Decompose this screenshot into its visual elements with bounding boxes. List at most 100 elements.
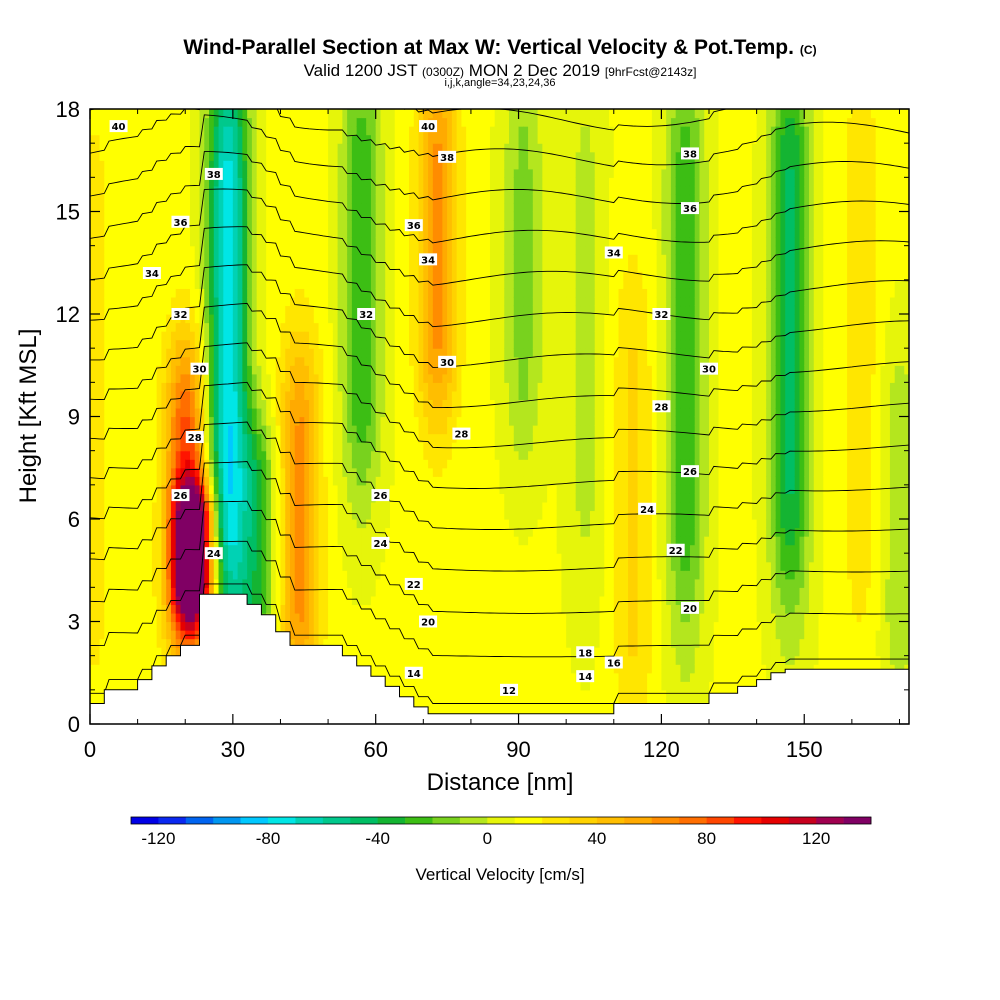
field-cell (123, 630, 129, 640)
field-cell (194, 117, 201, 127)
field-cell (156, 450, 163, 460)
field-cell (389, 271, 396, 281)
field-cell (189, 160, 196, 170)
field-cell (209, 279, 215, 289)
field-cell (156, 587, 163, 597)
field-cell (356, 399, 363, 409)
field-cell (366, 194, 372, 204)
field-cell (385, 553, 391, 563)
field-cell (194, 134, 201, 144)
field-cell (323, 399, 329, 409)
field-cell (242, 416, 248, 426)
field-cell (323, 254, 329, 264)
field-cell (299, 442, 305, 452)
field-cell (156, 390, 163, 401)
field-cell (232, 527, 239, 537)
field-cell (313, 630, 320, 640)
field-cell (304, 382, 310, 392)
field-cell (389, 681, 396, 691)
field-cell (337, 604, 343, 614)
field-cell (266, 416, 272, 426)
field-cell (380, 134, 386, 144)
field-cell (142, 220, 148, 230)
field-cell (151, 348, 158, 358)
field-cell (294, 416, 301, 426)
field-cell (213, 134, 220, 144)
field-cell (275, 348, 282, 358)
field-cell (223, 220, 229, 230)
field-cell (342, 519, 348, 529)
field-cell (113, 296, 120, 307)
field-cell (261, 262, 267, 272)
field-cell (99, 450, 105, 460)
field-cell (299, 322, 305, 332)
field-cell (399, 544, 405, 554)
field-cell (161, 220, 167, 230)
field-cell (123, 109, 129, 119)
field-cell (337, 587, 343, 597)
field-cell (280, 604, 286, 614)
field-cell (204, 160, 210, 170)
field-cell (313, 211, 320, 221)
field-cell (318, 314, 324, 324)
field-cell (113, 425, 120, 435)
field-cell (228, 185, 234, 196)
field-cell (104, 194, 110, 204)
field-cell (385, 544, 391, 554)
field-cell (342, 237, 348, 247)
field-cell (413, 168, 420, 178)
field-cell (128, 416, 134, 426)
field-cell (137, 638, 143, 648)
field-cell (347, 194, 353, 204)
field-cell (199, 339, 205, 349)
field-cell (251, 331, 258, 341)
field-cell (247, 134, 253, 144)
field-cell (237, 365, 243, 375)
field-cell (232, 134, 239, 144)
field-cell (194, 476, 201, 486)
field-cell (399, 185, 405, 196)
field-cell (228, 331, 234, 341)
field-cell (94, 228, 101, 238)
field-cell (209, 501, 215, 512)
field-cell (109, 254, 115, 264)
field-cell (347, 143, 353, 153)
field-cell (118, 621, 124, 631)
field-cell (247, 570, 253, 580)
field-cell (147, 647, 153, 657)
field-cell (90, 407, 96, 418)
field-cell (323, 109, 329, 119)
field-cell (351, 177, 358, 187)
field-cell (266, 595, 272, 606)
field-cell (404, 544, 410, 554)
field-cell (142, 425, 148, 435)
field-cell (142, 177, 148, 187)
field-cell (213, 177, 220, 187)
field-cell (313, 288, 320, 298)
field-cell (299, 638, 305, 648)
field-cell (137, 314, 143, 324)
field-cell (189, 331, 196, 341)
field-cell (280, 305, 286, 315)
field-cell (337, 220, 343, 230)
field-cell (351, 365, 358, 375)
field-cell (323, 638, 329, 648)
field-cell (266, 279, 272, 289)
field-cell (232, 262, 239, 272)
field-cell (294, 305, 301, 315)
field-cell (147, 493, 153, 503)
field-cell (189, 305, 196, 315)
field-cell (347, 493, 353, 503)
field-cell (394, 356, 401, 366)
field-cell (370, 228, 377, 238)
field-cell (375, 211, 382, 221)
field-cell (337, 331, 343, 341)
field-cell (328, 194, 334, 204)
field-cell (151, 655, 158, 665)
field-cell (209, 365, 215, 375)
field-cell (218, 425, 224, 435)
field-cell (413, 612, 420, 623)
field-cell (189, 262, 196, 272)
field-cell (161, 305, 167, 315)
field-cell (242, 553, 248, 563)
